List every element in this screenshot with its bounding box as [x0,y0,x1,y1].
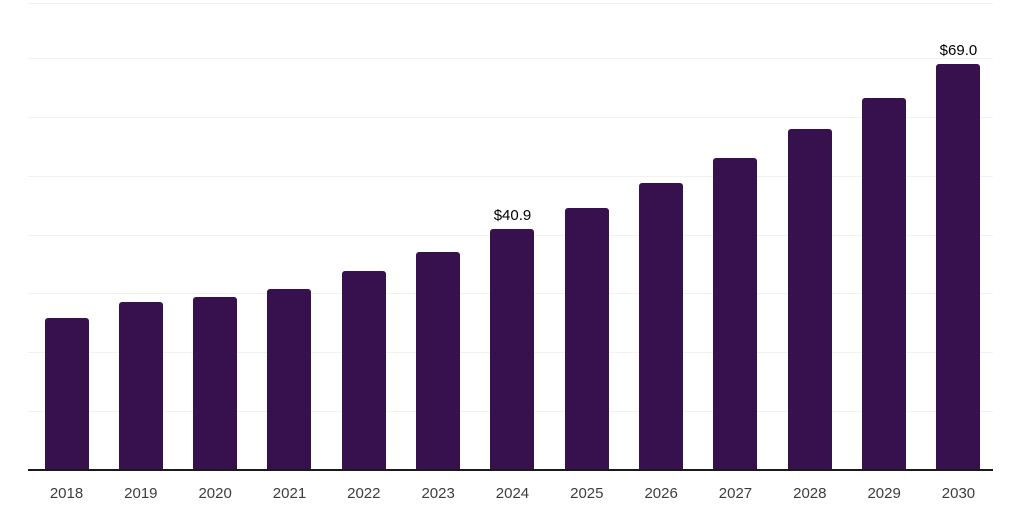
bar-2024 [490,229,534,470]
gridline [28,117,993,118]
x-axis-label-2026: 2026 [644,485,678,502]
x-axis-label-2023: 2023 [421,485,455,502]
bar-value-label-2030: $69.0 [939,42,978,59]
x-axis-label-2024: 2024 [495,485,530,502]
x-axis-label-2025: 2025 [570,485,604,502]
gridline [28,58,993,59]
x-axis-line [28,469,993,471]
x-axis-label-2020: 2020 [198,485,232,502]
x-axis-label-2029: 2029 [867,485,901,502]
gridline [28,176,993,177]
bar-2026 [639,183,683,470]
gridline-top [28,3,993,4]
bar-2029 [862,98,906,470]
x-axis-label-2018: 2018 [49,485,84,502]
bar-2020 [193,297,237,470]
bar-2025 [565,208,609,470]
bar-2023 [416,252,460,470]
x-axis-label-2028: 2028 [793,485,827,502]
x-axis-label-2019: 2019 [124,485,158,502]
x-axis-label-2027: 2027 [718,485,753,502]
bar-value-label-2024: $40.9 [493,207,532,224]
bar-2028 [788,129,832,470]
bar-2021 [267,289,311,470]
bar-2027 [713,158,757,470]
bar-2019 [119,302,163,470]
x-axis-label-2022: 2022 [347,485,381,502]
bar-2018 [45,318,89,470]
bar-2030 [936,64,980,470]
x-axis-label-2021: 2021 [272,485,307,502]
bar-2022 [342,271,386,470]
x-axis-label-2030: 2030 [941,485,976,502]
